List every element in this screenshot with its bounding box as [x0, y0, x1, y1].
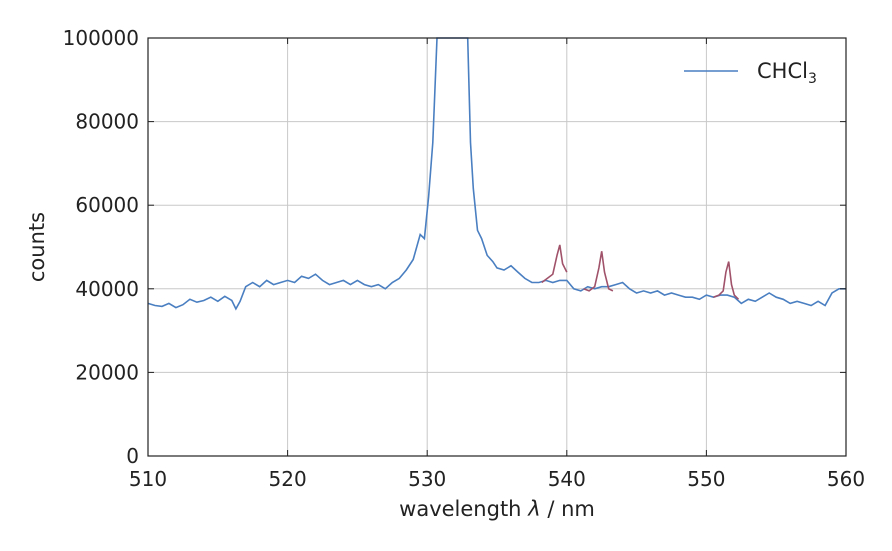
highlight-peak-line	[713, 261, 740, 300]
y-tick-label: 20000	[75, 360, 139, 384]
x-tick-label: 560	[827, 467, 865, 491]
series-line	[147, 37, 846, 311]
grid	[147, 37, 847, 457]
x-tick-label: 510	[129, 467, 167, 491]
x-tick-labels: 510 520 530 540 550 560	[129, 467, 865, 491]
x-tick-label: 530	[408, 467, 446, 491]
legend-label: CHCl3	[757, 59, 817, 87]
x-axis-label: wavelength λ / nm	[399, 497, 595, 521]
y-tick-label: 80000	[75, 110, 139, 134]
y-tick-labels: 0 20000 40000 60000 80000 100000	[63, 26, 139, 468]
highlight-peak-line	[541, 244, 568, 284]
highlight-peak-line	[583, 251, 614, 292]
y-tick-label: 40000	[75, 277, 139, 301]
plot-lines	[147, 37, 846, 311]
y-tick-label: 0	[126, 444, 139, 468]
plot-frame	[147, 37, 847, 457]
y-tick-label: 60000	[75, 193, 139, 217]
x-tick-label: 550	[687, 467, 725, 491]
y-axis-label: counts	[25, 212, 49, 282]
x-tick-label: 520	[269, 467, 307, 491]
x-tick-label: 540	[548, 467, 586, 491]
axis-ticks	[147, 37, 847, 457]
legend: CHCl3	[684, 59, 817, 87]
y-tick-label: 100000	[63, 26, 139, 50]
